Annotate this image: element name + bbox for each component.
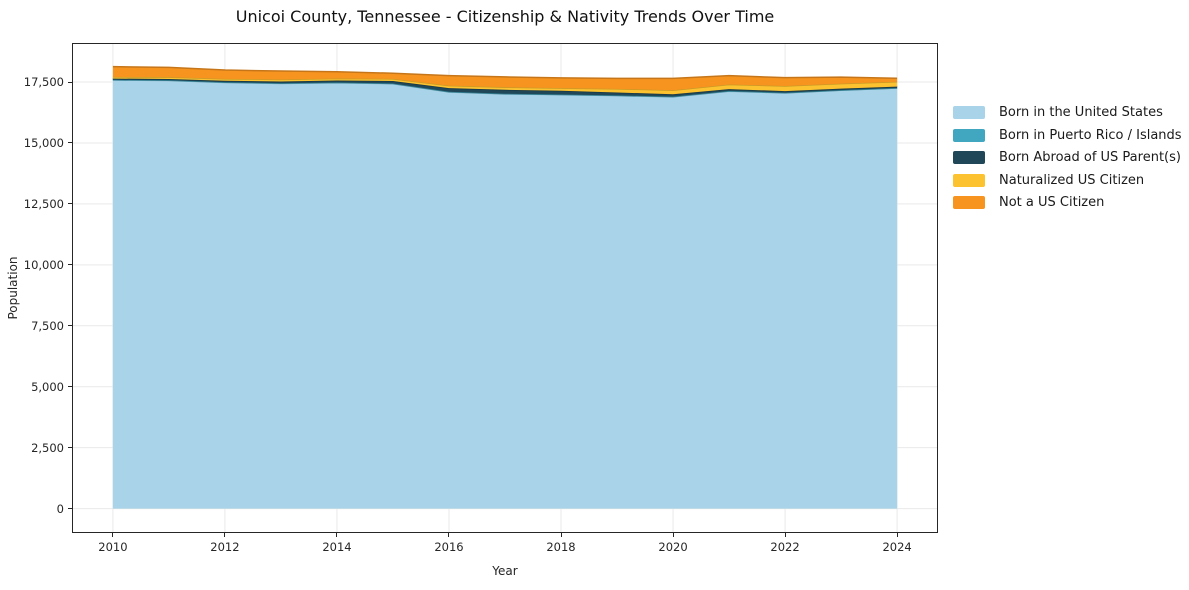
area-edge [112, 77, 898, 95]
y-tick-label: 15,000 [23, 135, 64, 150]
y-tick-mark [68, 508, 72, 510]
legend-item: Naturalized US Citizen [953, 172, 1182, 188]
plot-frame [72, 43, 938, 533]
x-tick-mark [224, 533, 226, 537]
area-born-in-the-united-states [112, 80, 898, 509]
x-tick-mark [448, 533, 450, 537]
y-tick-label: 12,500 [23, 196, 64, 211]
plot-area [72, 43, 938, 533]
legend-label: Not a US Citizen [999, 195, 1105, 211]
legend-swatch-icon [953, 151, 985, 165]
x-tick-mark [672, 533, 674, 537]
y-tick-mark [68, 447, 72, 449]
y-tick-mark [68, 325, 72, 327]
area-not-a-us-citizen [112, 66, 898, 91]
x-tick-mark [560, 533, 562, 537]
legend-label: Born in Puerto Rico / Islands [999, 127, 1182, 143]
legend-label: Born Abroad of US Parent(s) [999, 150, 1181, 166]
y-tick-mark [68, 264, 72, 266]
legend-item: Not a US Citizen [953, 195, 1182, 211]
x-tick-mark [896, 533, 898, 537]
x-tick-mark [336, 533, 338, 537]
x-tick-label: 2010 [98, 540, 128, 554]
y-tick-label: 17,500 [23, 75, 64, 89]
y-tick-label: 2,500 [31, 440, 64, 455]
y-tick-mark [68, 81, 72, 83]
legend-item: Born Abroad of US Parent(s) [953, 150, 1182, 166]
legend-swatch-icon [953, 106, 985, 119]
legend: Born in the United States Born in Puerto … [953, 106, 1182, 219]
y-tick-label: 7,500 [31, 318, 64, 333]
y-tick-label: 5,000 [31, 379, 64, 394]
y-tick-mark [68, 203, 72, 205]
x-tick-label: 2014 [322, 540, 352, 554]
legend-swatch-icon [953, 128, 985, 142]
x-tick-label: 2024 [882, 540, 912, 554]
y-tick-label: 10,000 [23, 257, 64, 272]
legend-swatch-icon [953, 196, 985, 210]
y-tick-label: 0 [56, 501, 64, 516]
x-tick-label: 2012 [210, 540, 240, 554]
x-tick-label: 2016 [434, 540, 464, 554]
legend-item: Born in the United States [953, 106, 1182, 119]
x-tick-label: 2020 [658, 540, 688, 554]
area-edge [112, 65, 898, 80]
chart-title: Unicoi County, Tennessee - Citizenship &… [235, 7, 775, 26]
x-axis-label: Year [492, 564, 518, 578]
y-tick-mark [68, 386, 72, 388]
legend-swatch-icon [953, 173, 985, 187]
legend-label: Naturalized US Citizen [999, 172, 1145, 188]
stacked-area-plot [72, 43, 938, 533]
y-tick-mark [68, 142, 72, 144]
legend-label: Born in the United States [999, 105, 1163, 120]
legend-item: Born in Puerto Rico / Islands [953, 127, 1182, 143]
x-tick-mark [784, 533, 786, 537]
x-tick-label: 2018 [546, 540, 576, 554]
x-tick-mark [112, 533, 114, 537]
x-tick-label: 2022 [770, 540, 800, 554]
area-naturalized-us-citizen [112, 76, 898, 95]
